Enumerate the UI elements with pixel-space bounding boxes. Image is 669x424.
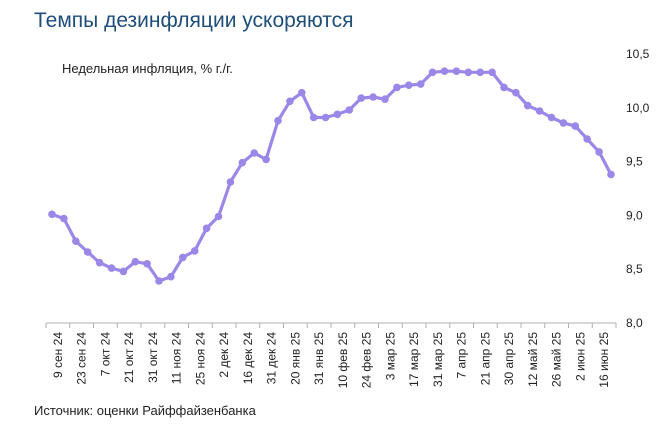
data-point xyxy=(321,113,330,122)
x-tick-label: 16 дек 24 xyxy=(241,332,255,385)
x-tick-label: 31 дек 24 xyxy=(265,332,279,385)
data-point xyxy=(72,237,80,245)
x-tick-label: 26 май 25 xyxy=(550,332,564,387)
data-point xyxy=(440,67,449,75)
data-point xyxy=(428,68,437,77)
x-tick-label: 2 июн 25 xyxy=(573,332,587,381)
data-point xyxy=(309,113,318,122)
data-point xyxy=(202,224,211,233)
x-tick-label: 17 мар 25 xyxy=(407,332,421,387)
chart-subtitle: Недельная инфляция, % г./г. xyxy=(62,61,233,76)
data-point xyxy=(452,67,461,75)
y-axis-labels: 8,0 8,5 9,0 9,5 10,0 10,5 xyxy=(626,47,650,330)
data-point xyxy=(345,106,354,114)
data-point xyxy=(500,83,508,92)
data-point xyxy=(405,81,413,89)
data-point xyxy=(595,148,603,156)
data-point xyxy=(535,107,544,115)
y-tick-label: 10,0 xyxy=(626,101,650,115)
x-tick-label: 12 май 25 xyxy=(526,332,540,387)
data-point xyxy=(238,158,247,167)
y-tick-label: 10,5 xyxy=(626,47,650,61)
x-tick-label: 2 дек 24 xyxy=(217,332,231,378)
data-point xyxy=(464,68,473,77)
data-point xyxy=(369,93,377,101)
data-point xyxy=(250,149,258,157)
source-note: Источник: оценки Райффайзенбанка xyxy=(34,403,256,418)
data-point xyxy=(583,135,591,143)
x-axis-ticks xyxy=(45,323,617,328)
data-point xyxy=(226,178,235,186)
x-tick-label: 31 янв 25 xyxy=(312,332,326,385)
data-point xyxy=(179,253,187,262)
x-tick-label: 11 ноя 24 xyxy=(170,332,184,385)
data-point xyxy=(523,101,532,110)
data-point xyxy=(488,68,496,77)
x-tick-label: 25 ноя 24 xyxy=(193,332,207,385)
data-point xyxy=(286,97,294,106)
data-point xyxy=(48,210,56,219)
y-tick-label: 8,5 xyxy=(626,262,643,276)
x-tick-label: 3 мар 25 xyxy=(383,332,397,381)
x-tick-label: 10 фев 25 xyxy=(336,332,350,389)
data-point xyxy=(381,95,389,103)
data-point xyxy=(357,94,366,102)
x-tick-label: 21 окт 24 xyxy=(122,332,136,383)
data-point xyxy=(262,155,270,164)
data-point xyxy=(107,264,116,272)
data-point xyxy=(167,272,175,281)
data-point xyxy=(60,214,68,223)
x-tick-label: 24 фев 25 xyxy=(360,332,374,389)
data-point xyxy=(512,88,520,97)
data-point xyxy=(143,260,151,268)
data-point xyxy=(131,257,140,266)
data-point xyxy=(298,88,306,97)
data-point xyxy=(95,258,104,267)
y-tick-label: 8,0 xyxy=(626,316,643,330)
data-point xyxy=(559,119,568,127)
data-point xyxy=(214,212,223,221)
x-tick-label: 7 окт 24 xyxy=(98,332,112,377)
data-point xyxy=(547,113,556,122)
x-tick-label: 23 сен 24 xyxy=(75,332,89,385)
chart-title: Темпы дезинфляции ускоряются xyxy=(34,9,354,32)
series-points xyxy=(48,67,615,285)
data-point xyxy=(119,267,128,276)
data-point xyxy=(571,122,580,130)
x-tick-label: 9 сен 24 xyxy=(51,332,65,378)
x-tick-label: 7 апр 25 xyxy=(455,332,469,379)
y-tick-label: 9,0 xyxy=(626,208,643,222)
x-tick-label: 30 апр 25 xyxy=(502,332,516,386)
x-tick-label: 31 окт 24 xyxy=(146,332,160,383)
data-point xyxy=(155,277,163,285)
x-tick-label: 16 июн 25 xyxy=(597,332,611,388)
data-point xyxy=(274,116,282,125)
x-tick-label: 21 апр 25 xyxy=(478,332,492,386)
x-tick-label: 31 мар 25 xyxy=(431,332,445,387)
data-point xyxy=(607,170,615,179)
data-point xyxy=(476,68,485,77)
data-point xyxy=(190,247,199,255)
data-point xyxy=(393,83,401,92)
data-point xyxy=(416,80,425,88)
data-point xyxy=(83,248,92,256)
y-tick-label: 9,5 xyxy=(626,155,643,169)
data-point xyxy=(333,110,342,119)
x-tick-label: 20 янв 25 xyxy=(288,332,302,385)
x-axis-labels: 9 сен 24 23 сен 24 7 окт 24 21 окт 24 31 окт… xyxy=(51,332,611,389)
